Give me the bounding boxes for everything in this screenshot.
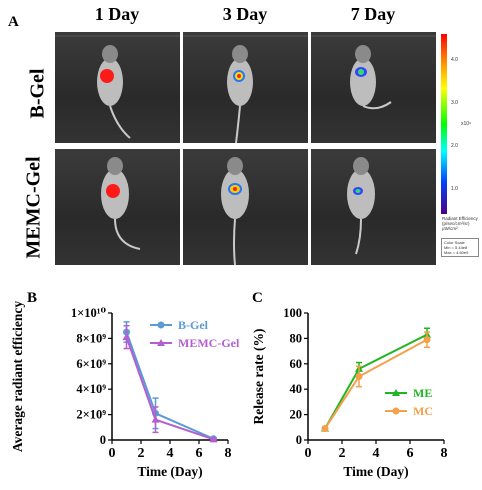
colorbar-tick: 1.0 xyxy=(451,186,458,192)
data-point xyxy=(423,336,431,344)
mouse-image-memcgel-day3 xyxy=(183,149,308,265)
legend-marker xyxy=(157,339,165,346)
y-tick-label: 100 xyxy=(283,306,302,320)
legend-label: MC xyxy=(413,404,433,418)
x-tick-label: 8 xyxy=(225,446,232,461)
legend-marker xyxy=(157,321,165,329)
data-point xyxy=(151,415,160,423)
y-tick-label: 60 xyxy=(290,357,303,371)
mouse-illustration xyxy=(101,157,141,250)
y-axis-label: Average radiant efficiency xyxy=(10,301,25,452)
data-point xyxy=(209,435,218,443)
y-tick-label: 6×10⁹ xyxy=(76,357,106,371)
legend-marker xyxy=(392,389,400,396)
y-tick-label: 0 xyxy=(296,433,302,447)
color-scale-line: Min = 5.44e8 xyxy=(444,245,468,250)
x-tick-label: 4 xyxy=(373,446,380,461)
day-label-1: 1 Day xyxy=(94,4,140,24)
colorbar-tick: 4.0 xyxy=(451,57,458,63)
y-tick-label: 20 xyxy=(290,408,303,422)
mouse-image-bgel-day3 xyxy=(183,32,308,143)
day-label-7: 7 Day xyxy=(350,4,396,24)
x-axis-label: Time (Day) xyxy=(343,464,408,479)
mouse-illustration xyxy=(221,157,249,265)
panel-b-letter: B xyxy=(27,290,38,306)
legend-label: B-Gel xyxy=(178,318,209,332)
x-tick-label: 2 xyxy=(138,446,145,461)
colorbar-title-line: (p/sec/cm²/sr) xyxy=(442,221,470,226)
x-tick-label: 0 xyxy=(109,446,116,461)
x-tick-label: 0 xyxy=(305,446,312,461)
data-point xyxy=(321,425,329,433)
data-point xyxy=(122,333,131,341)
mouse-image-memcgel-day7 xyxy=(311,149,436,265)
mouse-illustration xyxy=(347,157,375,255)
legend-label: ME xyxy=(413,386,432,400)
y-tick-label: 2×10⁹ xyxy=(76,408,106,422)
color-scale-box: Color Scale Min = 5.44e8 Max = 4.60e9 xyxy=(441,238,479,257)
mouse-illustration xyxy=(311,35,436,110)
y-axis-label: Release rate (%) xyxy=(251,329,266,425)
colorbar-exponent: x10⁹ xyxy=(461,121,472,127)
mouse-illustration xyxy=(183,35,308,143)
colorbar xyxy=(441,34,447,214)
y-tick-label: 1×10¹⁰ xyxy=(71,306,107,320)
panel-c-letter: C xyxy=(252,290,263,306)
colorbar-title-line: Radiant Efficiency xyxy=(442,216,478,221)
mouse-image-bgel-day1 xyxy=(55,32,180,143)
color-scale-line: Max = 4.60e9 xyxy=(444,250,469,255)
mouse-illustration xyxy=(55,35,180,139)
series-line xyxy=(324,338,428,430)
x-tick-label: 6 xyxy=(196,446,203,461)
x-tick-label: 6 xyxy=(407,446,414,461)
colorbar-title-line: μW/cm² xyxy=(442,226,458,231)
x-tick-label: 4 xyxy=(167,446,174,461)
row-label-memc-gel: MEMC-Gel xyxy=(22,156,45,259)
mouse-image-bgel-day7 xyxy=(311,32,436,143)
legend-marker xyxy=(392,407,400,415)
colorbar-tick: 3.0 xyxy=(451,100,458,106)
colorbar-title: Radiant Efficiency (p/sec/cm²/sr) μW/cm² xyxy=(442,216,478,231)
x-axis-label: Time (Day) xyxy=(137,464,202,479)
y-tick-label: 40 xyxy=(290,382,303,396)
y-tick-label: 0 xyxy=(100,433,106,447)
mouse-image-memcgel-day1 xyxy=(55,149,180,265)
series-line xyxy=(125,336,214,441)
y-tick-label: 4×10⁹ xyxy=(76,382,106,396)
panel-a-letter: A xyxy=(8,14,19,30)
day-label-3: 3 Day xyxy=(222,4,268,24)
x-tick-label: 2 xyxy=(339,446,346,461)
color-scale-line: Color Scale xyxy=(444,240,465,245)
data-point xyxy=(355,373,363,380)
row-label-b-gel: B-Gel xyxy=(26,68,49,119)
y-tick-label: 80 xyxy=(290,331,303,345)
y-tick-label: 8×10⁹ xyxy=(76,331,106,345)
colorbar-tick: 2.0 xyxy=(451,143,458,149)
chart-b: 0 2 4 6 8 0 2×10⁹ 4×10⁹ 6×10⁹ 8×10⁹ 1×10¹⁰ Time (Da… xyxy=(10,301,240,479)
legend-label: MEMC-Gel xyxy=(178,336,240,350)
x-tick-label: 8 xyxy=(441,446,448,461)
